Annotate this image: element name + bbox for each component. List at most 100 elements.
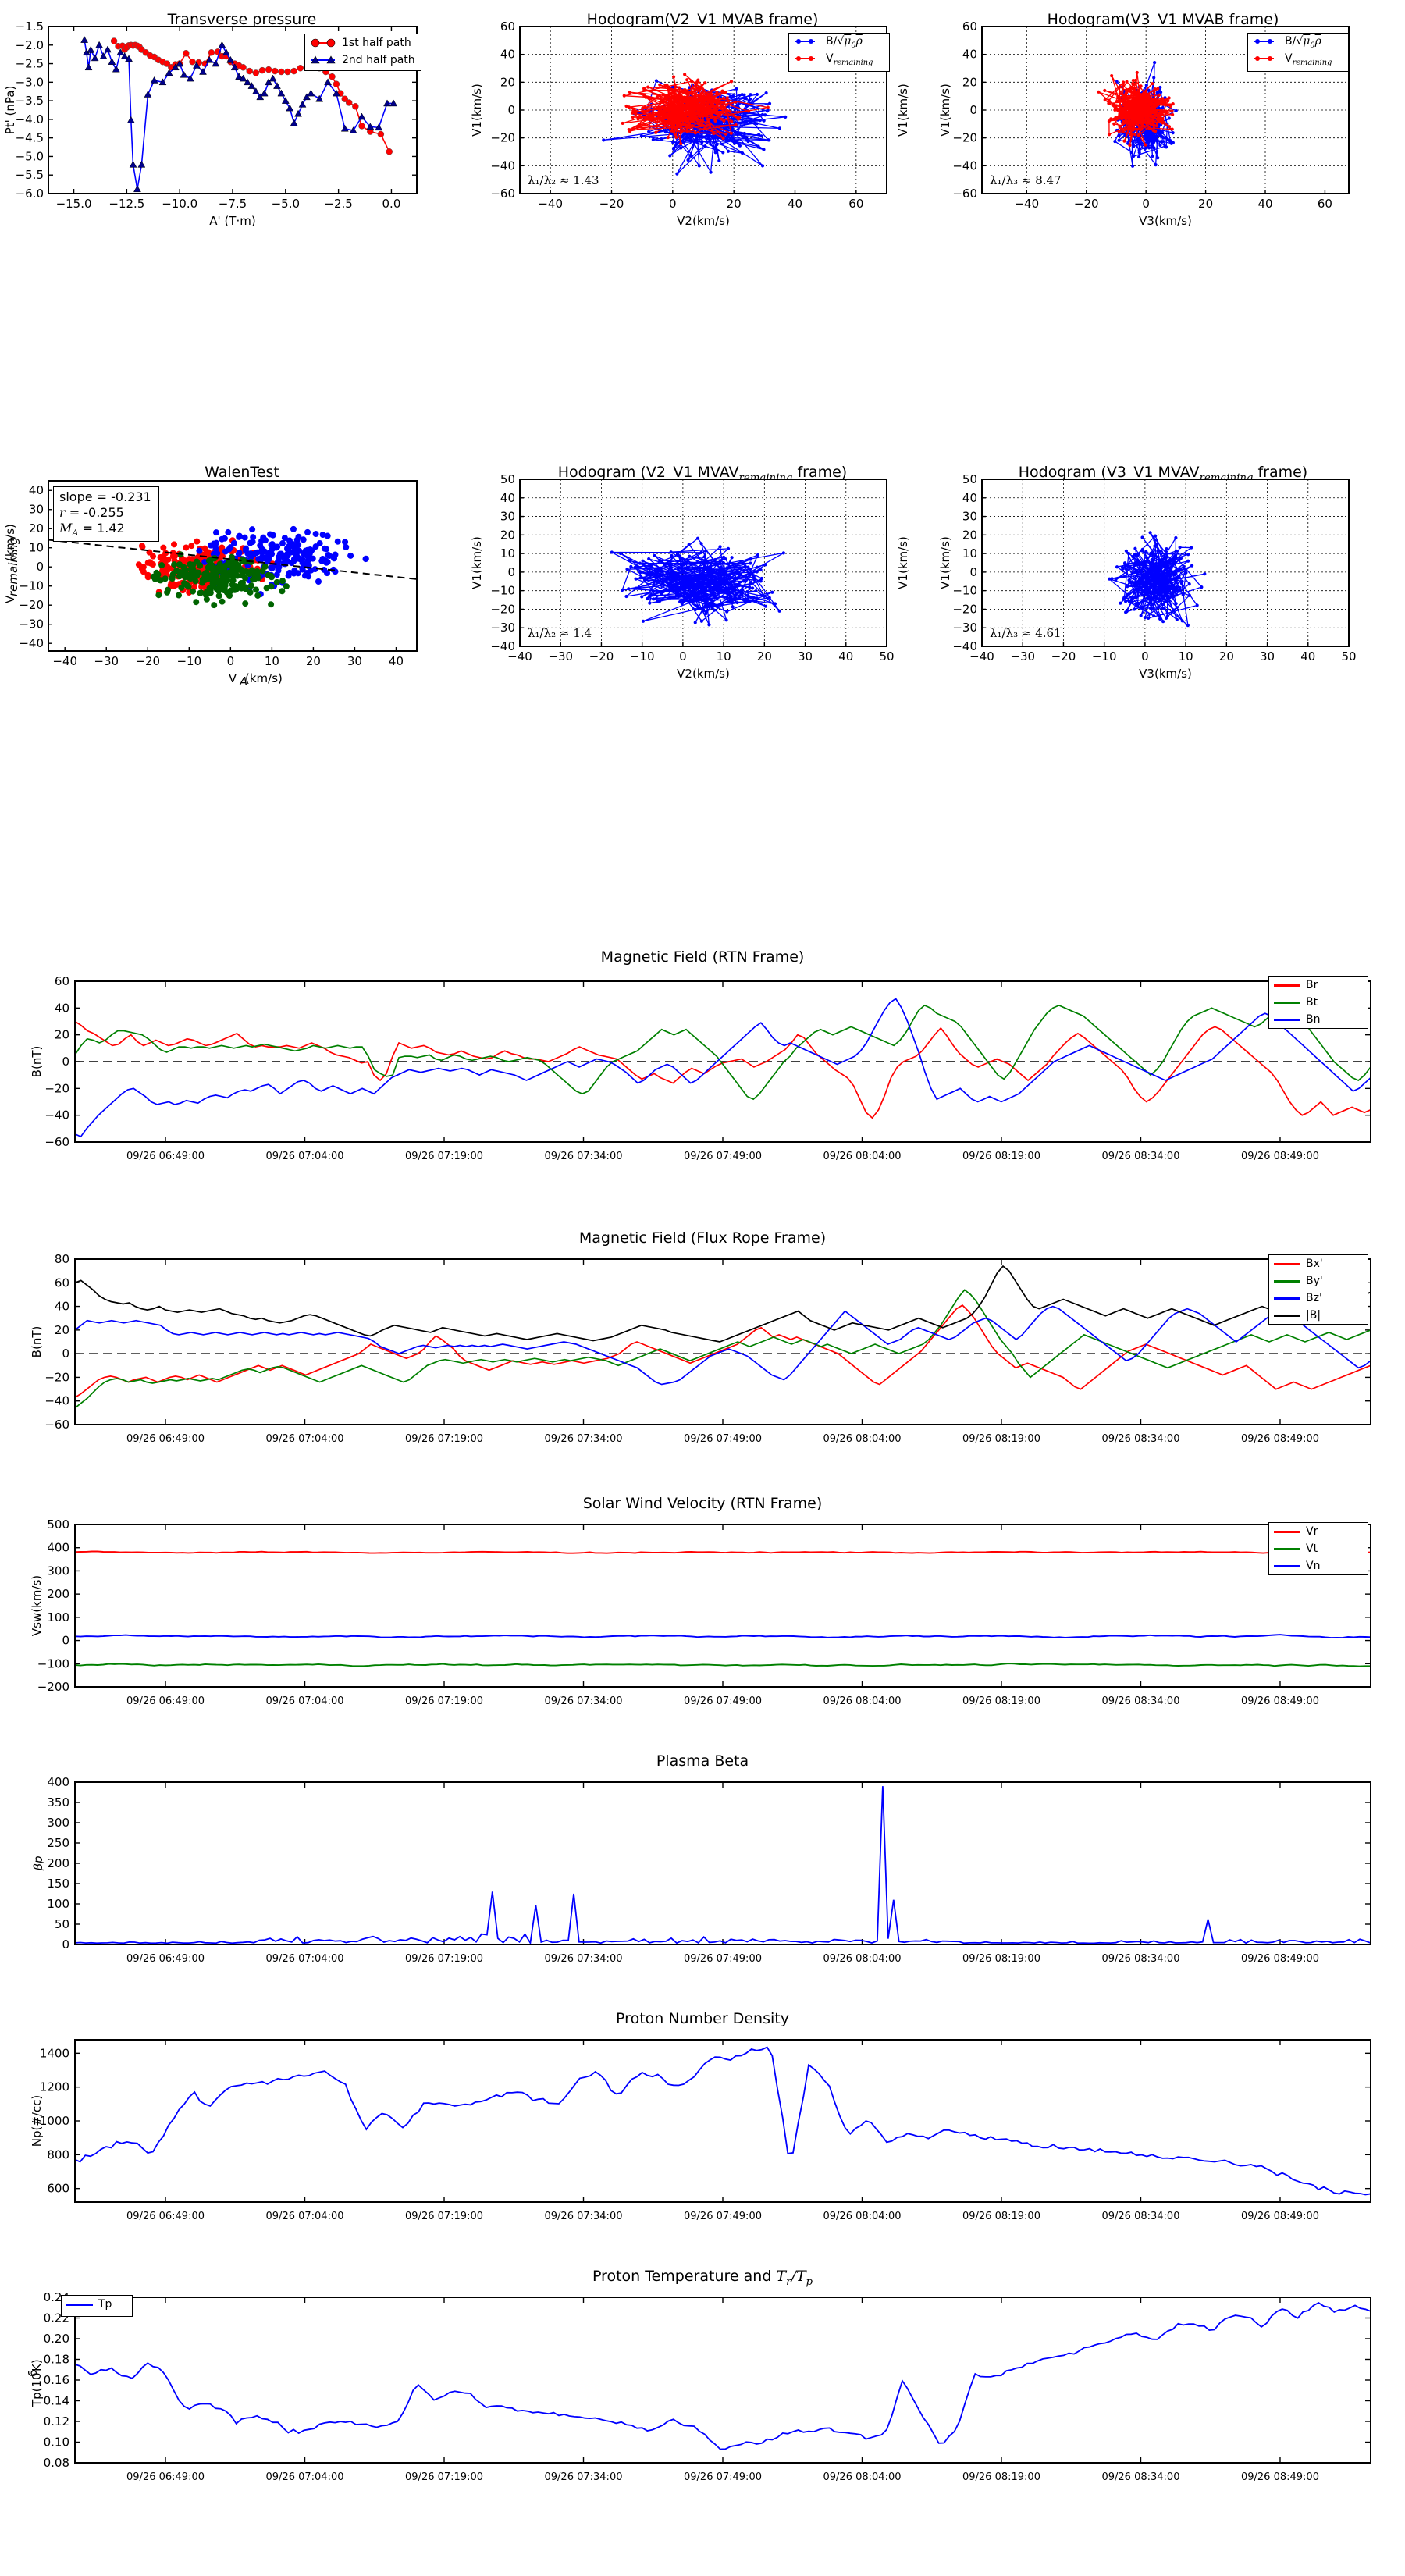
svg-text:10: 10 — [962, 546, 977, 560]
svg-text:0: 0 — [227, 654, 235, 668]
svg-text:09/26 07:49:00: 09/26 07:49:00 — [684, 1695, 762, 1707]
legend-item-bmag: |B| — [1269, 1307, 1368, 1324]
svg-text:−7.5: −7.5 — [219, 197, 247, 211]
svg-text:09/26 08:04:00: 09/26 08:04:00 — [823, 1695, 902, 1707]
svg-text:600: 600 — [47, 2182, 69, 2196]
panel-hodogram-v3v1-mvav: Hodogram (V3_V1 MVAVremaining frame) −40… — [937, 461, 1405, 687]
plasma-beta-plot: 400 350 300 250 200 150 100 50 0 09/26 06:49:00 09… — [31, 1775, 1371, 1965]
walen-r: r = -0.255 — [59, 505, 124, 520]
svg-text:−4.5: −4.5 — [16, 131, 44, 145]
svg-text:K): K) — [30, 2359, 44, 2371]
legend-label: Bx' — [1306, 1258, 1323, 1270]
svg-text:09/26 07:19:00: 09/26 07:19:00 — [405, 1695, 483, 1707]
svg-text:100: 100 — [47, 1897, 69, 1911]
svg-text:−40: −40 — [44, 1108, 69, 1123]
svg-text:09/26 07:19:00: 09/26 07:19:00 — [405, 2211, 483, 2222]
svg-text:09/26 07:34:00: 09/26 07:34:00 — [545, 2471, 623, 2483]
svg-text:20: 20 — [757, 649, 772, 664]
svg-text:−20: −20 — [1074, 197, 1099, 211]
svg-text:0: 0 — [507, 565, 515, 579]
svg-text:150: 150 — [47, 1877, 69, 1891]
svg-text:−2.0: −2.0 — [16, 38, 44, 52]
line-marker-icon — [794, 37, 820, 48]
circle-marker-icon — [310, 37, 336, 48]
svg-text:350: 350 — [47, 1795, 69, 1809]
svg-text:09/26 08:04:00: 09/26 08:04:00 — [823, 1433, 902, 1445]
svg-text:09/26 07:19:00: 09/26 07:19:00 — [405, 1953, 483, 1965]
panel-hodogram-v2v1-mvav: Hodogram (V2_V1 MVAVremaining frame) −40… — [468, 461, 937, 687]
svg-text:A: A — [239, 674, 247, 688]
panel-proton-temperature: Proton Temperature and Tr/Tp 0.24 0.22 0.2… — [0, 2268, 1405, 2556]
panel-solar-wind-velocity: Solar Wind Velocity (RTN Frame) 500 400 30… — [0, 1495, 1405, 1752]
panel-title: Magnetic Field (Flux Rope Frame) — [578, 1229, 827, 1247]
legend-label: Vn — [1306, 1560, 1321, 1572]
svg-text:V1(km/s): V1(km/s) — [938, 536, 952, 589]
legend-item-vn: Vn — [1269, 1557, 1368, 1574]
svg-text:300: 300 — [47, 1564, 69, 1578]
svg-text:(km/s): (km/s) — [245, 671, 283, 685]
legend-label: Vr — [1306, 1525, 1318, 1538]
svg-text:−60: −60 — [44, 1418, 69, 1432]
svg-text:40: 40 — [500, 48, 515, 62]
svg-text:−5.0: −5.0 — [16, 149, 44, 163]
svg-text:−6.0: −6.0 — [16, 187, 44, 201]
svg-text:09/26 07:34:00: 09/26 07:34:00 — [545, 1433, 623, 1445]
svg-text:0: 0 — [969, 565, 977, 579]
svg-text:V2(km/s): V2(km/s) — [677, 214, 730, 228]
svg-text:09/26 08:19:00: 09/26 08:19:00 — [962, 1151, 1040, 1162]
svg-text:λ₁/λ₂ ≈ 1.4: λ₁/λ₂ ≈ 1.4 — [528, 626, 592, 640]
hodogram-v3v1-mvab-plot: −40 −20 0 20 40 60 −60 −40 −20 0 20 40 60 V3(km/s) V1(… — [938, 20, 1350, 228]
svg-text:−40: −40 — [969, 649, 994, 664]
line-icon — [1274, 984, 1300, 987]
svg-text:20: 20 — [29, 521, 44, 535]
svg-text:10: 10 — [500, 546, 515, 560]
svg-text:09/26 08:34:00: 09/26 08:34:00 — [1101, 2211, 1179, 2222]
svg-text:−60: −60 — [952, 187, 977, 201]
svg-text:09/26 08:04:00: 09/26 08:04:00 — [823, 1953, 902, 1965]
svg-text:60: 60 — [55, 1276, 69, 1290]
walen-ma: MA = 1.42 — [59, 521, 125, 539]
legend-magnetic-field-flux-rope: Bx' By' Bz' |B| — [1268, 1254, 1368, 1325]
legend-label: Br — [1306, 979, 1318, 991]
svg-text:30: 30 — [500, 510, 515, 524]
svg-text:09/26 08:49:00: 09/26 08:49:00 — [1241, 1695, 1319, 1707]
panel-title: Magnetic Field (RTN Frame) — [600, 948, 805, 966]
svg-text:−2.5: −2.5 — [16, 57, 44, 71]
svg-text:0.16: 0.16 — [44, 2373, 69, 2387]
svg-text:09/26 07:49:00: 09/26 07:49:00 — [684, 2471, 762, 2483]
legend-label: Bn — [1306, 1013, 1321, 1026]
svg-text:10: 10 — [1179, 649, 1193, 664]
svg-text:40: 40 — [55, 1001, 69, 1015]
legend-label: |B| — [1306, 1309, 1321, 1322]
svg-text:−60: −60 — [490, 187, 515, 201]
svg-text:09/26 07:19:00: 09/26 07:19:00 — [405, 1433, 483, 1445]
svg-text:−10: −10 — [952, 584, 977, 598]
svg-text:09/26 08:19:00: 09/26 08:19:00 — [962, 2471, 1040, 2483]
panel-hodogram-v3v1-mvab: Hodogram(V3_V1 MVAB frame) −40 −20 0 20 40 60… — [937, 8, 1405, 228]
line-icon — [1274, 1018, 1300, 1021]
svg-text:09/26 07:04:00: 09/26 07:04:00 — [266, 1695, 344, 1707]
svg-text:B(nT): B(nT) — [30, 1326, 44, 1358]
svg-text:−60: −60 — [44, 1135, 69, 1149]
panel-title: WalenTest — [205, 464, 279, 481]
svg-text:09/26 07:19:00: 09/26 07:19:00 — [405, 2471, 483, 2483]
svg-text:V2(km/s): V2(km/s) — [677, 667, 730, 681]
svg-text:09/26 07:49:00: 09/26 07:49:00 — [684, 1953, 762, 1965]
svg-text:−40: −40 — [44, 1394, 69, 1408]
svg-text:−40: −40 — [952, 639, 977, 653]
panel-title: Proton Temperature and Tr/Tp — [592, 2268, 813, 2288]
svg-text:Pt' (nPa): Pt' (nPa) — [3, 86, 17, 135]
svg-text:−20: −20 — [19, 598, 44, 612]
svg-text:400: 400 — [47, 1541, 69, 1555]
svg-text:0.20: 0.20 — [44, 2332, 69, 2346]
svg-text:250: 250 — [47, 1836, 69, 1850]
svg-text:−30: −30 — [19, 617, 44, 632]
panel-title: Solar Wind Velocity (RTN Frame) — [582, 1495, 823, 1512]
svg-text:λ₁/λ₂ ≈ 1.43: λ₁/λ₂ ≈ 1.43 — [528, 173, 599, 187]
svg-text:0: 0 — [62, 1937, 69, 1952]
svg-text:50: 50 — [55, 1917, 69, 1931]
legend-proton-temperature: Tp — [61, 2295, 133, 2317]
svg-text:60: 60 — [55, 974, 69, 988]
svg-text:40: 40 — [1257, 197, 1272, 211]
svg-text:09/26 08:34:00: 09/26 08:34:00 — [1101, 1433, 1179, 1445]
